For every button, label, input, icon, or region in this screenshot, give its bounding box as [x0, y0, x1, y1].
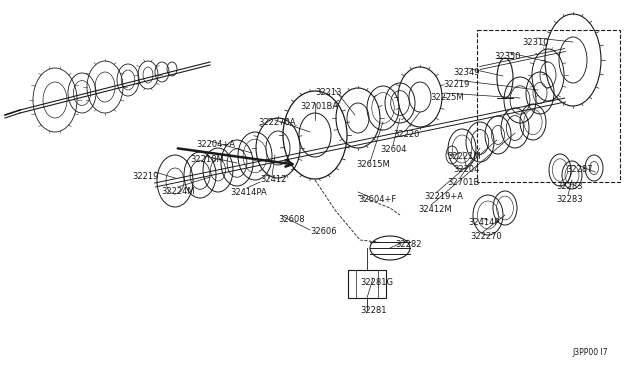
Text: 322270: 322270 — [470, 232, 502, 241]
Text: 32213: 32213 — [315, 88, 342, 97]
Text: 32224M: 32224M — [161, 187, 195, 196]
Text: 32414P: 32414P — [468, 218, 499, 227]
Text: 32604+F: 32604+F — [358, 195, 396, 204]
Text: 32218M: 32218M — [190, 155, 224, 164]
Text: 32219: 32219 — [443, 80, 469, 89]
Text: 32220: 32220 — [393, 130, 419, 139]
Text: 32204: 32204 — [453, 165, 479, 174]
Text: 32283: 32283 — [556, 195, 582, 204]
Text: 32604: 32604 — [380, 145, 406, 154]
Text: 32281G: 32281G — [360, 278, 393, 287]
Text: 32701BA: 32701BA — [300, 102, 338, 111]
Text: 32204+A: 32204+A — [196, 140, 235, 149]
Text: 32349: 32349 — [453, 68, 479, 77]
Text: 32281: 32281 — [360, 306, 387, 315]
Text: 32412: 32412 — [260, 175, 286, 184]
Text: 32219: 32219 — [132, 172, 158, 181]
Text: 32414PA: 32414PA — [230, 188, 267, 197]
Text: 32615M: 32615M — [356, 160, 390, 169]
Text: 32283: 32283 — [556, 182, 582, 191]
Text: 32219+A: 32219+A — [424, 192, 463, 201]
Text: 32221M: 32221M — [447, 152, 481, 161]
Text: 32225M: 32225M — [430, 93, 463, 102]
Text: 32608: 32608 — [278, 215, 305, 224]
Text: 32287: 32287 — [566, 165, 593, 174]
Text: 322270A: 322270A — [258, 118, 296, 127]
Text: 32606: 32606 — [310, 227, 337, 236]
Text: 32282: 32282 — [395, 240, 422, 249]
Text: 32701B: 32701B — [447, 178, 479, 187]
Text: 32310: 32310 — [522, 38, 548, 47]
Text: J3PP00 I7: J3PP00 I7 — [572, 348, 607, 357]
Text: 32350: 32350 — [494, 52, 520, 61]
Text: 32412M: 32412M — [418, 205, 452, 214]
